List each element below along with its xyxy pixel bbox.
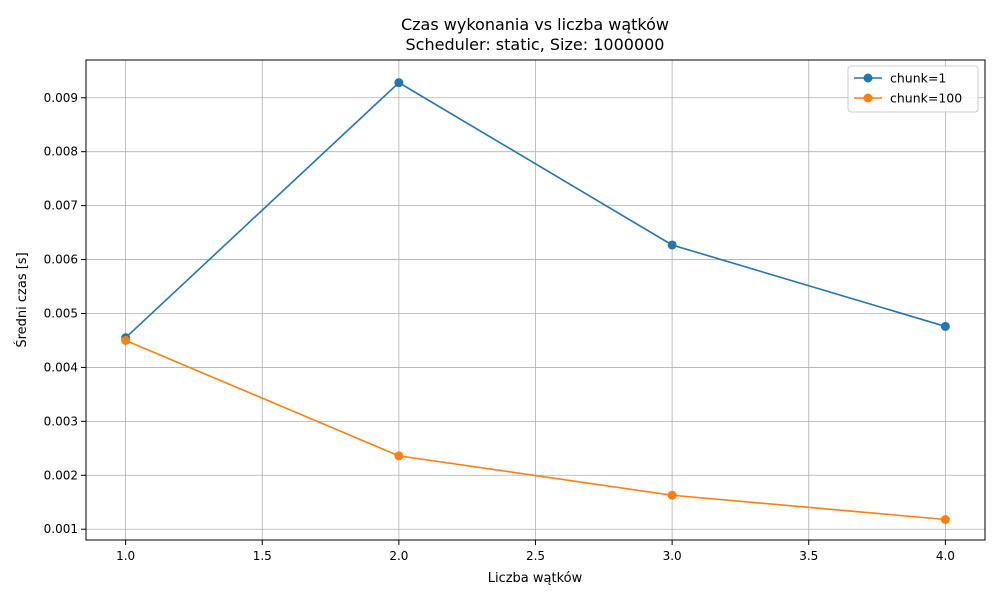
y-tick-label: 0.005 (44, 306, 78, 320)
y-axis-label: Średni czas [s] (14, 252, 30, 347)
y-tick-label: 0.002 (44, 468, 78, 482)
legend-swatch-marker (863, 73, 873, 83)
x-tick-label: 2.5 (526, 549, 545, 563)
x-tick-label: 3.5 (799, 549, 818, 563)
x-axis-label: Liczba wątków (488, 571, 583, 586)
ticks: 1.0 1.5 2.0 2.5 3.0 3.5 4.0 0.001 0.002 0.003 0.00… (44, 91, 955, 563)
legend: chunk=1 chunk=100 (847, 65, 979, 113)
y-tick-label: 0.006 (44, 253, 78, 267)
legend-swatch-marker (863, 93, 873, 103)
series-2-point (940, 515, 950, 525)
x-tick-label: 1.0 (116, 549, 135, 563)
series-1-point (667, 240, 677, 250)
legend-entry-label: chunk=100 (890, 91, 962, 106)
y-tick-label: 0.007 (44, 199, 78, 213)
chart-title: Czas wykonania vs liczba wątków (401, 15, 669, 34)
x-tick-label: 4.0 (936, 549, 955, 563)
x-tick-label: 2.0 (389, 549, 408, 563)
y-tick-label: 0.008 (44, 145, 78, 159)
series-1-point (394, 78, 404, 88)
series-1-point (940, 321, 950, 331)
series-2-point (121, 335, 131, 345)
y-tick-label: 0.001 (44, 522, 78, 536)
series-line-1 (125, 81, 946, 339)
x-tick-label: 1.5 (253, 549, 272, 563)
y-tick-label: 0.003 (44, 414, 78, 428)
y-tick-label: 0.009 (44, 91, 78, 105)
series-2-point (667, 490, 677, 500)
y-tick-label: 0.004 (44, 360, 78, 374)
series-group (121, 78, 950, 525)
series-2-point (394, 451, 404, 461)
x-tick-label: 3.0 (663, 549, 682, 563)
chart-subtitle: Scheduler: static, Size: 1000000 (406, 35, 665, 54)
series-line-2 (125, 339, 946, 521)
legend-entry-label: chunk=1 (890, 71, 946, 86)
grid (86, 60, 985, 540)
